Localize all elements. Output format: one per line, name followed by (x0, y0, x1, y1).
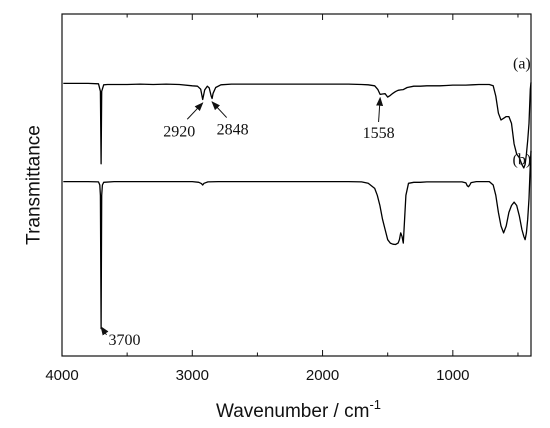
annotation-2920: 2920 (163, 123, 195, 140)
annotation-arrow-2848 (211, 101, 228, 118)
plot-frame (61, 13, 532, 357)
x-tick-label-1000: 1000 (436, 367, 469, 384)
annotation-2848: 2848 (217, 122, 249, 139)
x-axis-title-main: Wavenumber / cm (216, 401, 369, 422)
annotation-arrow-3700 (100, 326, 109, 336)
annotation-3700: 3700 (109, 332, 141, 349)
annotation-arrow-2920 (186, 102, 204, 120)
series-line-b (63, 150, 532, 330)
x-axis-title: Wavenumber / cm-1 (216, 397, 381, 422)
x-tick-label-2000: 2000 (306, 367, 339, 384)
annotation-arrow-1558 (376, 96, 384, 123)
x-tick-label-3000: 3000 (176, 367, 209, 384)
series-label-a: (a) (513, 56, 531, 73)
annotation-1558: 1558 (363, 125, 395, 142)
x-axis-title-superscript: -1 (369, 397, 381, 412)
x-tick-label-4000: 4000 (45, 367, 78, 384)
series-label-b: (b) (513, 151, 532, 168)
y-axis-title: Transmittance (24, 125, 45, 245)
series-line-a (63, 82, 532, 169)
